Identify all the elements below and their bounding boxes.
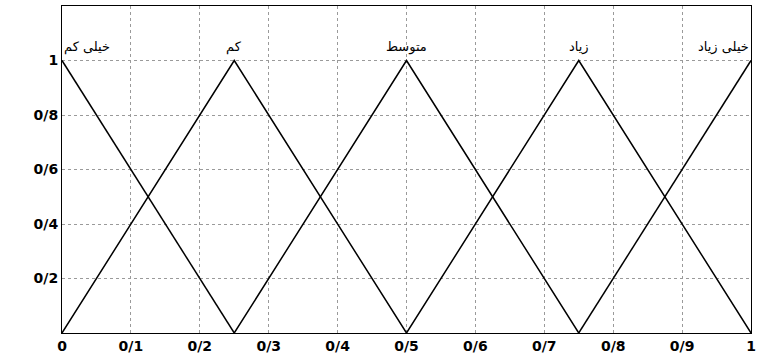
- svg-text:0/4: 0/4: [325, 338, 350, 354]
- svg-text:0/2: 0/2: [34, 270, 59, 286]
- svg-text:متوسط: متوسط: [386, 39, 427, 55]
- svg-text:0/8: 0/8: [34, 107, 59, 123]
- svg-text:خیلی زیاد: خیلی زیاد: [698, 39, 749, 55]
- svg-text:0/6: 0/6: [34, 161, 59, 177]
- svg-text:1: 1: [48, 52, 58, 68]
- svg-text:0/5: 0/5: [394, 338, 419, 354]
- svg-text:0/9: 0/9: [670, 338, 695, 354]
- svg-text:0: 0: [57, 338, 67, 354]
- svg-text:0/3: 0/3: [256, 338, 281, 354]
- svg-text:0/4: 0/4: [34, 216, 59, 232]
- svg-text:0/6: 0/6: [463, 338, 488, 354]
- svg-text:1: 1: [746, 338, 756, 354]
- svg-text:0/2: 0/2: [187, 338, 212, 354]
- svg-text:0/7: 0/7: [532, 338, 557, 354]
- svg-text:کم: کم: [226, 39, 242, 55]
- svg-text:خیلی کم: خیلی کم: [64, 39, 110, 55]
- svg-text:0/1: 0/1: [119, 338, 144, 354]
- svg-text:زیاد: زیاد: [569, 39, 589, 55]
- svg-text:0/8: 0/8: [601, 338, 626, 354]
